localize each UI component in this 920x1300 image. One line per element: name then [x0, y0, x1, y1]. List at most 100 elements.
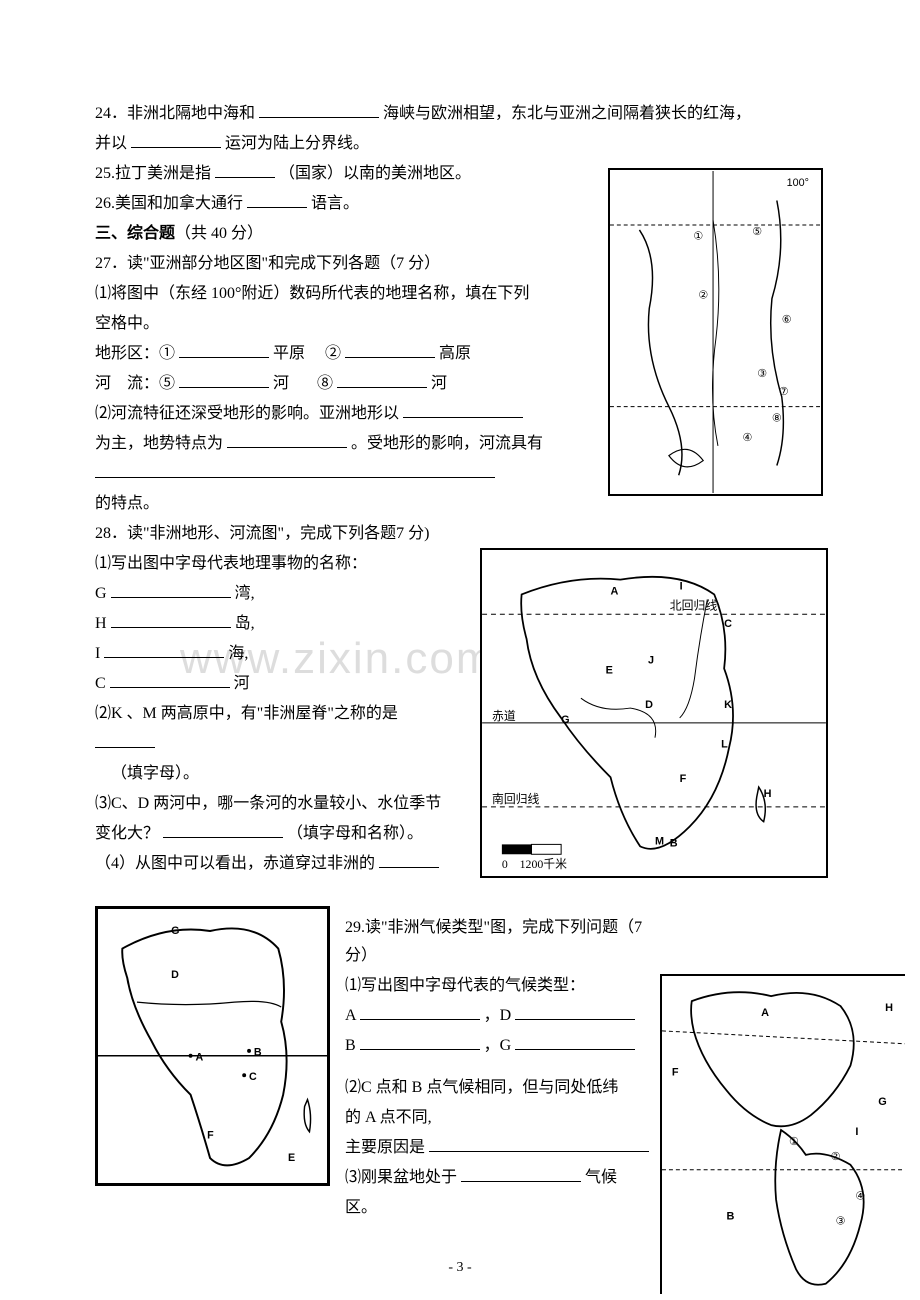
q28-line1: 28．读"非洲地形、河流图"，完成下列各题7 分)	[95, 520, 465, 548]
q29-g: ，G	[484, 1037, 512, 1054]
scale-label: 0 1200千米	[502, 857, 567, 871]
q28-km-blank[interactable]	[95, 732, 155, 748]
asia-label-3: ③	[757, 368, 767, 380]
q29-section: 29.读"非洲气候类型"图，完成下列问题（7 分） ⑴写出图中字母代表的气候类型…	[345, 914, 655, 1224]
figure-africa-terrain: 北回归线 赤道 南回归线 0 1200千米 A B C D E F G H I …	[480, 548, 828, 878]
q27-blank-2[interactable]	[345, 342, 435, 358]
q27-blank-8[interactable]	[337, 372, 427, 388]
q29-b: B	[345, 1037, 356, 1054]
afc-G: G	[171, 925, 179, 937]
asia-label-6: ⑥	[782, 314, 792, 326]
q27-blank-river[interactable]	[95, 462, 495, 478]
q24-blank1[interactable]	[259, 102, 379, 118]
am-F: F	[672, 1066, 679, 1078]
q27-l3c: ②	[325, 345, 341, 362]
page-number: - 3 -	[448, 1256, 471, 1281]
q29-a-blank[interactable]	[360, 1004, 480, 1020]
q24-blank2[interactable]	[131, 132, 221, 148]
q28-cd-blank[interactable]	[163, 822, 283, 838]
q27-blank-terrain[interactable]	[403, 402, 523, 418]
q29-d-blank[interactable]	[515, 1004, 635, 1020]
q29-ad: A ，D	[345, 1002, 655, 1030]
q29-line3c: 主要原因是	[345, 1134, 655, 1162]
q27-line7	[95, 460, 570, 488]
q28-c-blank[interactable]	[110, 672, 230, 688]
q24-text-c: 并以	[95, 135, 127, 152]
q27-l4b: 河	[273, 375, 289, 392]
q27-line5: ⑵河流特征还深受地形的影响。亚洲地形以	[95, 400, 570, 428]
q27-l3d: 高原	[439, 345, 471, 362]
q27-line8: 的特点。	[95, 490, 570, 518]
q28-h: H 岛,	[95, 610, 465, 638]
q29-reason-blank[interactable]	[429, 1136, 649, 1152]
asia-label-8: ⑧	[772, 412, 782, 424]
q28-g-blank[interactable]	[111, 582, 231, 598]
afc-C: C	[249, 1071, 257, 1083]
svg-text:100°: 100°	[787, 177, 809, 189]
q28-l5b: 变化大？	[95, 825, 159, 842]
q27-line3: 地形区：① 平原 ② 高原	[95, 340, 570, 368]
q27-blank-1[interactable]	[179, 342, 269, 358]
af-J: J	[648, 655, 654, 667]
q28-line6: （4）从图中可以看出，赤道穿过非洲的	[95, 850, 465, 878]
q29-line4: ⑶刚果盆地处于 气候	[345, 1164, 655, 1192]
figure-asia-map: ① ② ③ ④ ⑤ ⑥ ⑦ ⑧ 100°	[608, 168, 823, 496]
af-M: M	[655, 835, 664, 847]
af-I: I	[680, 581, 683, 593]
q27-line6: 为主，地势特点为 。受地形的影响，河流具有	[95, 430, 570, 458]
am-2: ②	[831, 1151, 841, 1163]
q28-h-blank[interactable]	[111, 612, 231, 628]
q28-c-suffix: 河	[234, 675, 250, 692]
q27-l4d: 河	[431, 375, 447, 392]
q29-line3a: ⑵C 点和 B 点气候相同，但与同处低纬	[345, 1074, 655, 1102]
q26-text-a: 26.美国和加拿大通行	[95, 195, 243, 212]
q26-text-b: 语言。	[311, 195, 359, 212]
afc-F: F	[207, 1130, 214, 1142]
q28-i-blank[interactable]	[104, 642, 224, 658]
q28-g-suffix: 湾,	[235, 585, 255, 602]
af-H: H	[764, 788, 772, 800]
q25-text-b: （国家）以南的美洲地区。	[279, 165, 471, 182]
q27-line1: 27．读"亚洲部分地区图"和完成下列各题（7 分）	[95, 250, 570, 278]
q28-line5b: 变化大？ （填字母和名称）。	[95, 820, 465, 848]
q25-text-a: 25.拉丁美洲是指	[95, 165, 211, 182]
q28-i-label: I	[95, 645, 100, 662]
af-G: G	[561, 714, 569, 726]
q28-eq-blank[interactable]	[379, 852, 439, 868]
am-A: A	[761, 1007, 769, 1019]
q26-blank[interactable]	[247, 192, 307, 208]
q27-blank-feature[interactable]	[227, 432, 347, 448]
tropic-s-label: 南回归线	[492, 792, 540, 806]
q28-l5c: （填字母和名称）。	[287, 825, 423, 842]
q29-bg: B ，G	[345, 1032, 655, 1060]
q29-congo-blank[interactable]	[461, 1166, 581, 1182]
q28-c: C 河	[95, 670, 465, 698]
af-E: E	[606, 664, 613, 676]
af-F: F	[680, 773, 687, 785]
q29-b-blank[interactable]	[360, 1034, 480, 1050]
q24-line2: 并以 运河为陆上分界线。	[95, 130, 825, 158]
equator-label: 赤道	[492, 709, 516, 723]
asia-label-4: ④	[742, 432, 752, 444]
q24-text-b: 海峡与欧洲相望，东北与亚洲之间隔着狭长的红海，	[383, 105, 751, 122]
q28-h-label: H	[95, 615, 107, 632]
am-3: ③	[836, 1215, 846, 1227]
q29-l4b: 气候	[585, 1169, 617, 1186]
asia-map-svg: ① ② ③ ④ ⑤ ⑥ ⑦ ⑧ 100°	[610, 170, 821, 494]
q24-line1: 24．非洲北隔地中海和 海峡与欧洲相望，东北与亚洲之间隔着狭长的红海，	[95, 100, 825, 128]
afc-D: D	[171, 969, 179, 981]
q28-l6: （4）从图中可以看出，赤道穿过非洲的	[95, 855, 375, 872]
q27-l3a: 地形区：①	[95, 345, 175, 362]
asia-label-2: ②	[698, 290, 708, 302]
am-H: H	[885, 1002, 893, 1014]
q28-line5a: ⑶C、D 两河中，哪一条河的水量较小、水位季节	[95, 790, 465, 818]
am-B: B	[726, 1210, 734, 1222]
americas-svg: A B H F G I ① ② ③ ④	[662, 976, 905, 1294]
tropic-n-label: 北回归线	[670, 598, 718, 612]
am-I: I	[855, 1126, 858, 1138]
q25-blank[interactable]	[215, 162, 275, 178]
q29-g-blank[interactable]	[515, 1034, 635, 1050]
q29-d: ，D	[484, 1007, 512, 1024]
q29-a: A	[345, 1007, 356, 1024]
q27-blank-5[interactable]	[179, 372, 269, 388]
